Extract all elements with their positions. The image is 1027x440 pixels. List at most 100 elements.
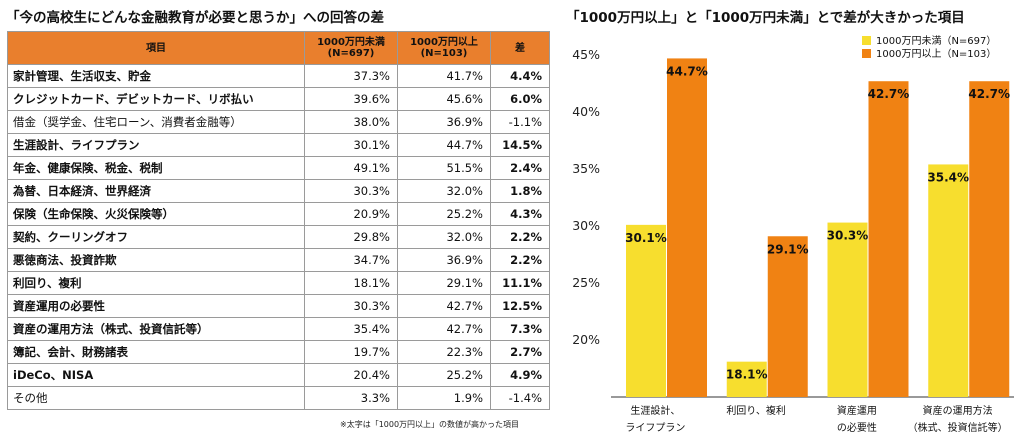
cell-under: 37.3% <box>304 64 398 88</box>
cell-over: 32.0% <box>397 225 491 249</box>
table-row: 資産運用の必要性 30.3% 42.7% 12.5% <box>7 294 550 318</box>
cell-diff: 4.3% <box>490 202 550 226</box>
x-tick-label: （株式、投資信託等） <box>908 421 1008 434</box>
table-title: 「今の高校生にどんな金融教育が必要と思うか」への回答の差 <box>6 10 384 26</box>
data-label: 42.7% <box>868 87 910 101</box>
cell-diff: 6.0% <box>490 87 550 111</box>
x-tick-label: の必要性 <box>837 421 877 434</box>
data-label: 44.7% <box>666 64 708 78</box>
cell-item: 資産運用の必要性 <box>7 294 305 318</box>
cell-diff: 2.2% <box>490 225 550 249</box>
bar <box>928 164 969 397</box>
x-tick-label: 生涯設計、 <box>630 404 680 417</box>
cell-diff: 12.5% <box>490 294 550 318</box>
table-row: 保険（生命保険、火災保険等） 20.9% 25.2% 4.3% <box>7 202 550 226</box>
bar <box>667 58 707 398</box>
cell-over: 51.5% <box>397 156 491 180</box>
table-row: 借金（奨学金、住宅ローン、消費者金融等） 38.0% 36.9% -1.1% <box>7 110 550 134</box>
cell-item: 生涯設計、ライフプラン <box>7 133 305 157</box>
cell-under: 49.1% <box>304 156 398 180</box>
y-tick-label: 20% <box>572 332 600 347</box>
cell-over: 44.7% <box>397 133 491 157</box>
cell-over: 42.7% <box>397 317 491 341</box>
cell-item: 悪徳商法、投資詐欺 <box>7 248 305 272</box>
cell-item: iDeCo、NISA <box>7 363 305 387</box>
header-under-line2: (N=697) <box>327 48 375 59</box>
header-item: 項目 <box>7 31 305 65</box>
bar <box>626 224 666 397</box>
cell-item: その他 <box>7 386 305 410</box>
cell-item: クレジットカード、デビットカード、リボ払い <box>7 87 305 111</box>
legend: 1000万円未満（N=697）1000万円以上（N=103） <box>862 35 996 60</box>
x-tick-label: ライフプラン <box>625 422 685 434</box>
bars: 30.1% 44.7% 18.1% 29.1% 30.3% 42.7% 35.4% 42.7% <box>625 58 1010 398</box>
cell-under: 30.1% <box>304 133 398 157</box>
cell-over: 32.0% <box>397 179 491 203</box>
cell-under: 38.0% <box>304 110 398 134</box>
x-tick-label: 利回り、複利 <box>726 404 786 417</box>
y-tick-label: 40% <box>572 104 600 119</box>
table-row: 年金、健康保険、税金、税制 49.1% 51.5% 2.4% <box>7 156 550 180</box>
y-tick-label: 35% <box>572 161 600 176</box>
cell-diff: 2.2% <box>490 248 550 272</box>
cell-diff: 4.4% <box>490 64 550 88</box>
cell-item: 保険（生命保険、火災保険等） <box>7 202 305 226</box>
cell-item: 借金（奨学金、住宅ローン、消費者金融等） <box>7 110 305 134</box>
header-under-line1: 1000万円未満 <box>317 37 385 48</box>
header-over: 1000万円以上 (N=103) <box>397 31 491 65</box>
cell-under: 39.6% <box>304 87 398 111</box>
x-tick-label: 資産運用 <box>837 404 877 417</box>
survey-table: 項目 1000万円未満 (N=697) 1000万円以上 (N=103) 差 家… <box>7 31 550 410</box>
bar <box>868 81 909 397</box>
cell-item: 年金、健康保険、税金、税制 <box>7 156 305 180</box>
cell-diff: -1.1% <box>490 110 550 134</box>
legend-label: 1000万円未満（N=697） <box>876 35 996 47</box>
cell-diff: 7.3% <box>490 317 550 341</box>
table-row: 簿記、会計、財務諸表 19.7% 22.3% 2.7% <box>7 340 550 364</box>
cell-diff: 14.5% <box>490 133 550 157</box>
cell-under: 30.3% <box>304 179 398 203</box>
y-tick-label: 25% <box>572 275 600 290</box>
cell-diff: 4.9% <box>490 363 550 387</box>
cell-diff: 1.8% <box>490 179 550 203</box>
cell-item: 契約、クーリングオフ <box>7 225 305 249</box>
cell-item: 利回り、複利 <box>7 271 305 295</box>
cell-item: 家計管理、生活収支、貯金 <box>7 64 305 88</box>
cell-diff: 2.4% <box>490 156 550 180</box>
legend-swatch <box>862 49 871 58</box>
footnote: ※太字は「1000万円以上」の数値が高かった項目 <box>340 420 520 429</box>
cell-under: 34.7% <box>304 248 398 272</box>
legend-label: 1000万円以上（N=103） <box>876 48 996 60</box>
table-row: 家計管理、生活収支、貯金 37.3% 41.7% 4.4% <box>7 64 550 88</box>
cell-under: 30.3% <box>304 294 398 318</box>
table-row: 為替、日本経済、世界経済 30.3% 32.0% 1.8% <box>7 179 550 203</box>
x-axis: 生涯設計、ライフプラン 利回り、複利 資産運用の必要性 資産の運用方法 （株式、投資信託… <box>625 404 1007 434</box>
table-row: 生涯設計、ライフプラン 30.1% 44.7% 14.5% <box>7 133 550 157</box>
cell-over: 42.7% <box>397 294 491 318</box>
cell-over: 29.1% <box>397 271 491 295</box>
bar-chart: 20%25%30%35%40%45% 30.1%44.7%18.1%29.1%3… <box>572 35 1014 434</box>
bar <box>767 236 808 397</box>
cell-under: 18.1% <box>304 271 398 295</box>
table-row: その他 3.3% 1.9% -1.4% <box>7 386 550 410</box>
header-diff: 差 <box>490 31 550 65</box>
cell-over: 22.3% <box>397 340 491 364</box>
y-tick-label: 45% <box>572 47 600 62</box>
cell-item: 簿記、会計、財務諸表 <box>7 340 305 364</box>
table-row: iDeCo、NISA 20.4% 25.2% 4.9% <box>7 363 550 387</box>
legend-swatch <box>862 36 871 45</box>
table-header-row: 項目 1000万円未満 (N=697) 1000万円以上 (N=103) 差 <box>7 31 550 65</box>
cell-over: 36.9% <box>397 248 491 272</box>
data-label: 18.1% <box>726 368 768 382</box>
bar <box>827 222 868 397</box>
cell-under: 20.4% <box>304 363 398 387</box>
table-row: 利回り、複利 18.1% 29.1% 11.1% <box>7 271 550 295</box>
cell-under: 29.8% <box>304 225 398 249</box>
table-row: 契約、クーリングオフ 29.8% 32.0% 2.2% <box>7 225 550 249</box>
cell-diff: 2.7% <box>490 340 550 364</box>
bar <box>726 361 767 397</box>
y-tick-label: 30% <box>572 218 600 233</box>
table-row: 資産の運用方法（株式、投資信託等） 35.4% 42.7% 7.3% <box>7 317 550 341</box>
cell-under: 20.9% <box>304 202 398 226</box>
cell-under: 35.4% <box>304 317 398 341</box>
